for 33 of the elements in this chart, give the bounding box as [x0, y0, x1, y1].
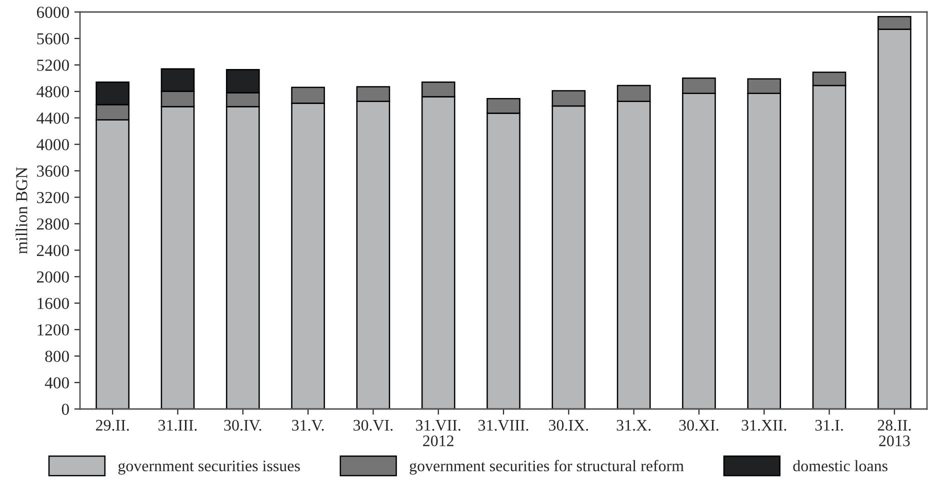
- x-tick-label: 30.XI.: [679, 420, 718, 431]
- x-tick-label: 31.XII.: [742, 420, 786, 431]
- y-tick-label: 2400: [36, 244, 69, 256]
- x-tick-label: 29.II.: [96, 420, 129, 431]
- y-tick-label: 2000: [36, 271, 69, 283]
- y-tick-label: 3200: [37, 192, 69, 204]
- y-tick-label: 400: [44, 377, 69, 388]
- y-tick-label: 0: [62, 404, 69, 415]
- x-tick-label: 30.IX.: [549, 420, 588, 431]
- x-tick-label: 31.V.: [292, 420, 324, 431]
- y-tick-label: 5200: [37, 60, 69, 71]
- x-tick-label: 30.IV.: [224, 420, 262, 431]
- y-tick-label: 5600: [37, 33, 69, 44]
- y-tick-label: 2800: [36, 218, 69, 230]
- y-tick-label: 4800: [36, 86, 69, 98]
- y-tick-label: 800: [45, 350, 69, 362]
- legend-label: government securities issues: [118, 460, 300, 475]
- x-tick-label: 31.III.: [158, 420, 197, 431]
- y-tick-label: 1200: [38, 324, 69, 336]
- y-tick-label: 4000: [36, 139, 69, 150]
- y-tick-label: 3600: [37, 166, 69, 177]
- legend-label: domestic loans: [793, 460, 888, 472]
- y-tick-label: 6000: [36, 6, 69, 18]
- x-tick-label: 31.VII. 2012: [416, 420, 460, 446]
- y-axis-title: million BGN: [16, 167, 28, 254]
- y-tick-label: 4400: [36, 112, 69, 124]
- legend-label: government securities for structural reform: [410, 460, 684, 475]
- x-tick-label: 31.X.: [616, 420, 650, 431]
- x-tick-label: 30.VI.: [354, 420, 393, 431]
- y-tick-label: 1600: [38, 298, 69, 310]
- x-tick-label: 28.II. 2013: [878, 420, 911, 446]
- x-tick-label: 31.VIII.: [478, 420, 528, 431]
- x-tick-label: 31.I.: [815, 420, 843, 431]
